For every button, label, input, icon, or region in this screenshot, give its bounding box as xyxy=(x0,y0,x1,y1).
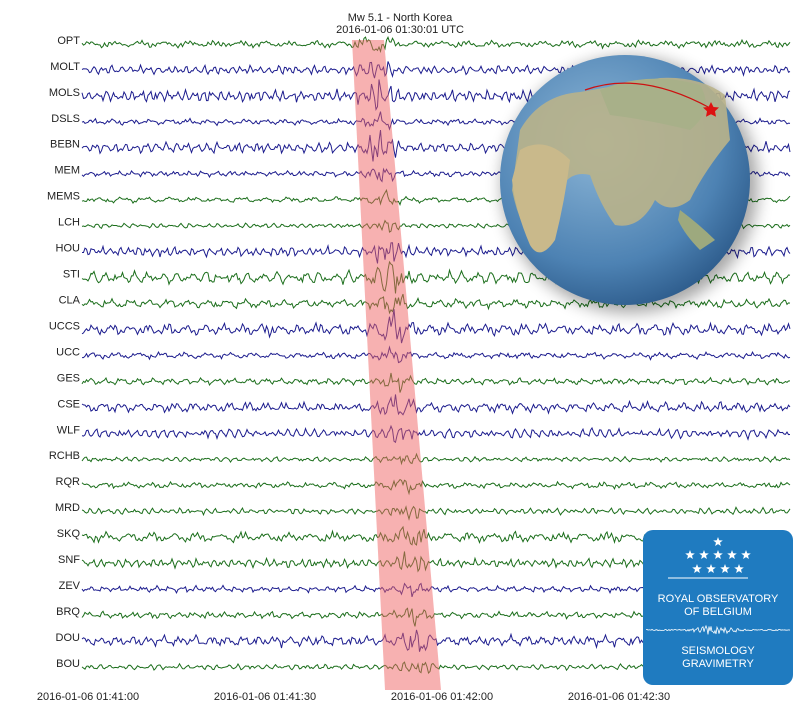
logo-star xyxy=(727,550,737,559)
logo-text: SEISMOLOGY xyxy=(681,645,755,657)
station-label: ZEV xyxy=(59,580,81,592)
chart-title: Mw 5.1 - North Korea xyxy=(348,12,453,24)
station-label: LCH xyxy=(58,217,80,229)
logo-star xyxy=(692,564,702,573)
station-label: MOLT xyxy=(50,61,80,73)
arrival-band xyxy=(352,40,441,690)
station-label: CLA xyxy=(59,294,81,306)
time-label: 2016-01-06 01:42:00 xyxy=(391,691,493,703)
logo-star xyxy=(713,537,723,546)
station-label: DSLS xyxy=(51,113,80,125)
time-label: 2016-01-06 01:42:30 xyxy=(568,691,670,703)
station-label: GES xyxy=(57,372,80,384)
logo-star xyxy=(706,564,716,573)
station-label: CSE xyxy=(57,398,80,410)
waveform xyxy=(81,309,791,344)
station-label: HOU xyxy=(56,243,81,255)
station-label: SKQ xyxy=(57,528,81,540)
station-label: DOU xyxy=(56,632,81,644)
station-label: SNF xyxy=(58,554,80,566)
waveform xyxy=(81,394,791,416)
logo: ROYAL OBSERVATORY OF BELGIUM SEISMOLOGY … xyxy=(643,530,793,685)
waveform xyxy=(81,424,791,444)
station-label: MEM xyxy=(54,165,80,177)
station-label: OPT xyxy=(57,35,80,47)
logo-star xyxy=(713,550,723,559)
logo-star xyxy=(734,564,744,573)
logo-star xyxy=(741,550,751,559)
waveform xyxy=(81,372,791,393)
station-label: UCCS xyxy=(49,320,80,332)
station-label: MRD xyxy=(55,502,80,514)
waveform xyxy=(81,36,791,54)
station-label: RQR xyxy=(56,476,81,488)
station-label: BEBN xyxy=(50,139,80,151)
time-label: 2016-01-06 01:41:00 xyxy=(37,691,139,703)
station-label: STI xyxy=(63,269,80,281)
chart-subtitle: 2016-01-06 01:30:01 UTC xyxy=(336,24,464,36)
station-label: BOU xyxy=(56,658,80,670)
logo-star xyxy=(720,564,730,573)
waveform xyxy=(81,505,791,521)
waveform xyxy=(81,478,791,496)
waveform xyxy=(81,452,791,466)
globe xyxy=(500,55,758,313)
logo-star xyxy=(685,550,695,559)
logo-text: GRAVIMETRY xyxy=(682,658,754,670)
station-label: MOLS xyxy=(49,87,80,99)
station-label: MEMS xyxy=(47,191,80,203)
logo-text: OF BELGIUM xyxy=(684,606,752,618)
station-label: BRQ xyxy=(56,606,80,618)
station-label: RCHB xyxy=(49,450,80,462)
station-label: UCC xyxy=(56,346,80,358)
time-label: 2016-01-06 01:41:30 xyxy=(214,691,316,703)
waveform xyxy=(82,345,791,364)
logo-star xyxy=(699,550,709,559)
logo-text: ROYAL OBSERVATORY xyxy=(658,593,779,605)
station-label: WLF xyxy=(57,424,81,436)
